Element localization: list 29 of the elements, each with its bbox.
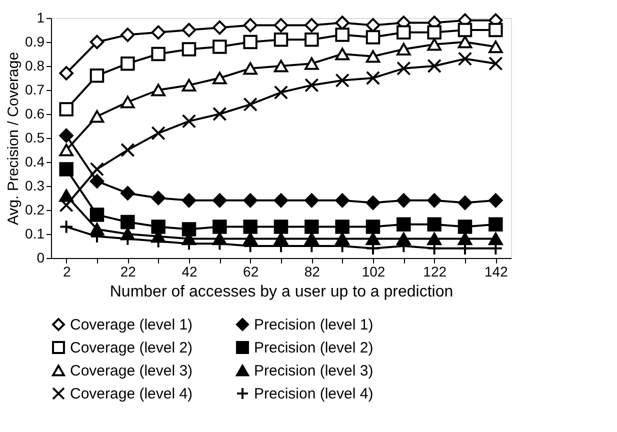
y-tick-label: 0 — [36, 250, 45, 266]
x-tick-label: 102 — [362, 264, 386, 280]
y-tick-label: 0.3 — [25, 178, 45, 194]
legend-label: Precision (level 1) — [254, 316, 374, 334]
y-tick-label: 0.7 — [25, 82, 45, 98]
legend-label: Precision (level 4) — [254, 386, 374, 402]
x-tick-label: 142 — [484, 264, 508, 280]
legend-label: Coverage (level 4) — [70, 386, 193, 402]
legend-label: Coverage (level 1) — [70, 316, 193, 334]
legend-label: Precision (level 3) — [254, 362, 374, 380]
legend-label: Coverage (level 3) — [70, 362, 193, 380]
x-tick-label: 42 — [182, 264, 198, 280]
y-tick-label: 0.2 — [25, 202, 45, 218]
y-tick-label: 0.4 — [25, 154, 45, 170]
y-tick-label: 0.8 — [25, 58, 45, 74]
x-tick-label: 122 — [423, 264, 447, 280]
y-tick-label: 0.1 — [25, 226, 45, 242]
y-tick-label: 0.9 — [25, 34, 45, 50]
legend-label: Precision (level 2) — [254, 340, 374, 356]
y-axis-title: Avg. Precision / Coverage — [5, 52, 22, 226]
x-axis-title: Number of accesses by a user up to a prediction — [110, 284, 454, 300]
legend-label: Coverage (level 2) — [70, 340, 193, 356]
x-tick-label: 22 — [120, 264, 136, 280]
y-tick-label: 0.5 — [25, 130, 45, 146]
y-tick-label: 0.6 — [25, 106, 45, 122]
x-tick-label: 2 — [62, 264, 71, 280]
x-tick-label: 62 — [243, 264, 259, 280]
y-tick-label: 1 — [36, 10, 45, 26]
x-tick-label: 82 — [304, 264, 320, 280]
